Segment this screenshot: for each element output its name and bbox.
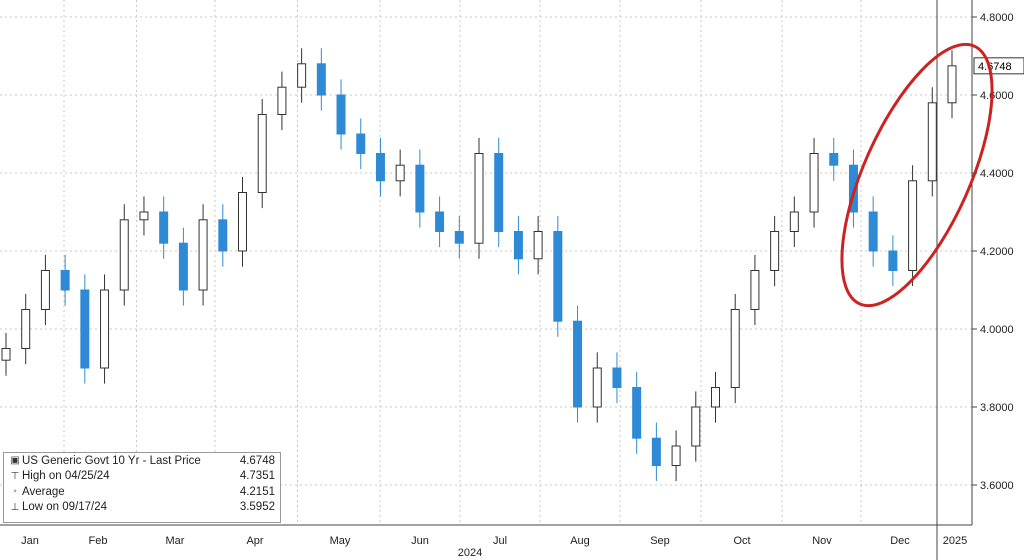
candle-body: [21, 309, 31, 349]
x-tick-label: Aug: [570, 535, 590, 547]
candle-body: [257, 114, 267, 193]
legend-row-last-price: ▣ US Generic Govt 10 Yr - Last Price 4.6…: [4, 453, 280, 469]
x-tick-label: Jan: [21, 535, 39, 547]
legend-label: High on 04/25/24: [22, 470, 110, 483]
legend-row-high: ⊤ High on 04/25/24 4.7351: [4, 469, 280, 485]
candle-body: [316, 63, 326, 96]
candle-body: [395, 164, 405, 182]
candle-body: [356, 133, 366, 154]
x-tick-label: Oct: [733, 535, 750, 547]
highlight-ellipse: [840, 42, 994, 308]
low-marker-icon: ⊥: [10, 501, 20, 513]
candle-body: [770, 231, 780, 271]
candle-body: [908, 180, 918, 271]
x-tick-label: Dec: [890, 535, 910, 547]
candle-body: [277, 86, 287, 115]
y-tick-label: 4.6000: [980, 90, 1014, 102]
last-price-label: 4.6748: [978, 61, 1012, 73]
candle-body: [119, 219, 129, 291]
y-tick-label: 4.8000: [980, 12, 1014, 24]
legend-value: 4.2151: [239, 485, 275, 498]
candle-body: [513, 231, 523, 260]
legend-row-average: ◦ Average 4.2151: [4, 484, 280, 500]
candle-body: [159, 211, 169, 244]
candle-body: [789, 211, 799, 232]
x-tick-label: Mar: [166, 535, 185, 547]
candle-body: [592, 367, 602, 408]
candle-body: [454, 231, 464, 244]
candle-body: [671, 445, 681, 466]
candle-body: [651, 437, 661, 467]
candle-body: [336, 94, 346, 135]
candle-body: [730, 309, 740, 388]
x-tick-label: May: [330, 535, 351, 547]
square-icon: ▣: [10, 455, 20, 467]
candle-body: [573, 320, 583, 408]
legend-value: 3.5952: [239, 501, 275, 514]
candle-body: [238, 192, 247, 252]
x-tick-label: Feb: [89, 535, 108, 547]
candle-body: [711, 387, 720, 408]
average-marker-icon: ◦: [13, 486, 17, 498]
y-tick-label: 3.6000: [980, 480, 1014, 492]
candle-body: [750, 270, 760, 310]
candle-body: [60, 270, 70, 291]
legend-label: Average: [22, 485, 65, 498]
candle-body: [888, 250, 898, 271]
candle-body: [533, 231, 543, 260]
x-tick-label: 2025: [943, 535, 967, 547]
candle-body: [100, 289, 110, 369]
legend-row-low: ⊥ Low on 09/17/24 3.5952: [4, 500, 280, 516]
legend-label: US Generic Govt 10 Yr - Last Price: [22, 454, 201, 467]
candle-body: [139, 211, 149, 221]
candle-body: [927, 102, 937, 182]
x-tick-label: Nov: [812, 535, 832, 547]
legend-label: Low on 09/17/24: [22, 501, 108, 514]
candle-body: [198, 219, 208, 291]
candle-body: [415, 164, 425, 213]
candle-body: [632, 387, 642, 439]
candle-body: [829, 153, 839, 166]
candle-body: [297, 63, 307, 88]
legend-value: 4.7351: [239, 470, 275, 483]
candle-body: [80, 289, 90, 369]
high-marker-icon: ⊤: [10, 470, 20, 482]
year-label: 2024: [458, 547, 482, 559]
candles: [1, 48, 957, 482]
x-tick-label: Sep: [650, 535, 670, 547]
y-tick-label: 4.4000: [980, 168, 1014, 180]
candle-body: [868, 211, 878, 252]
x-tick-label: Jun: [411, 535, 429, 547]
candle-body: [809, 153, 819, 213]
candle-body: [947, 65, 957, 104]
legend-value: 4.6748: [239, 454, 275, 467]
y-tick-label: 4.2000: [980, 246, 1014, 258]
y-tick-label: 4.0000: [980, 324, 1014, 336]
x-tick-label: Jul: [493, 535, 507, 547]
candle-body: [375, 153, 385, 182]
candle-body: [435, 211, 445, 232]
candle-body: [1, 348, 11, 361]
candle-body: [494, 153, 504, 232]
candle-body: [612, 367, 622, 388]
x-tick-label: Apr: [246, 535, 263, 547]
y-tick-label: 3.8000: [980, 402, 1014, 414]
grid: [0, 0, 972, 525]
candle-body: [691, 406, 701, 447]
candle-body: [474, 153, 484, 244]
legend: ▣ US Generic Govt 10 Yr - Last Price 4.6…: [3, 452, 281, 523]
candle-body: [553, 231, 563, 322]
candle-body: [218, 219, 228, 252]
candle-body: [40, 270, 50, 310]
candle-body: [178, 242, 188, 291]
